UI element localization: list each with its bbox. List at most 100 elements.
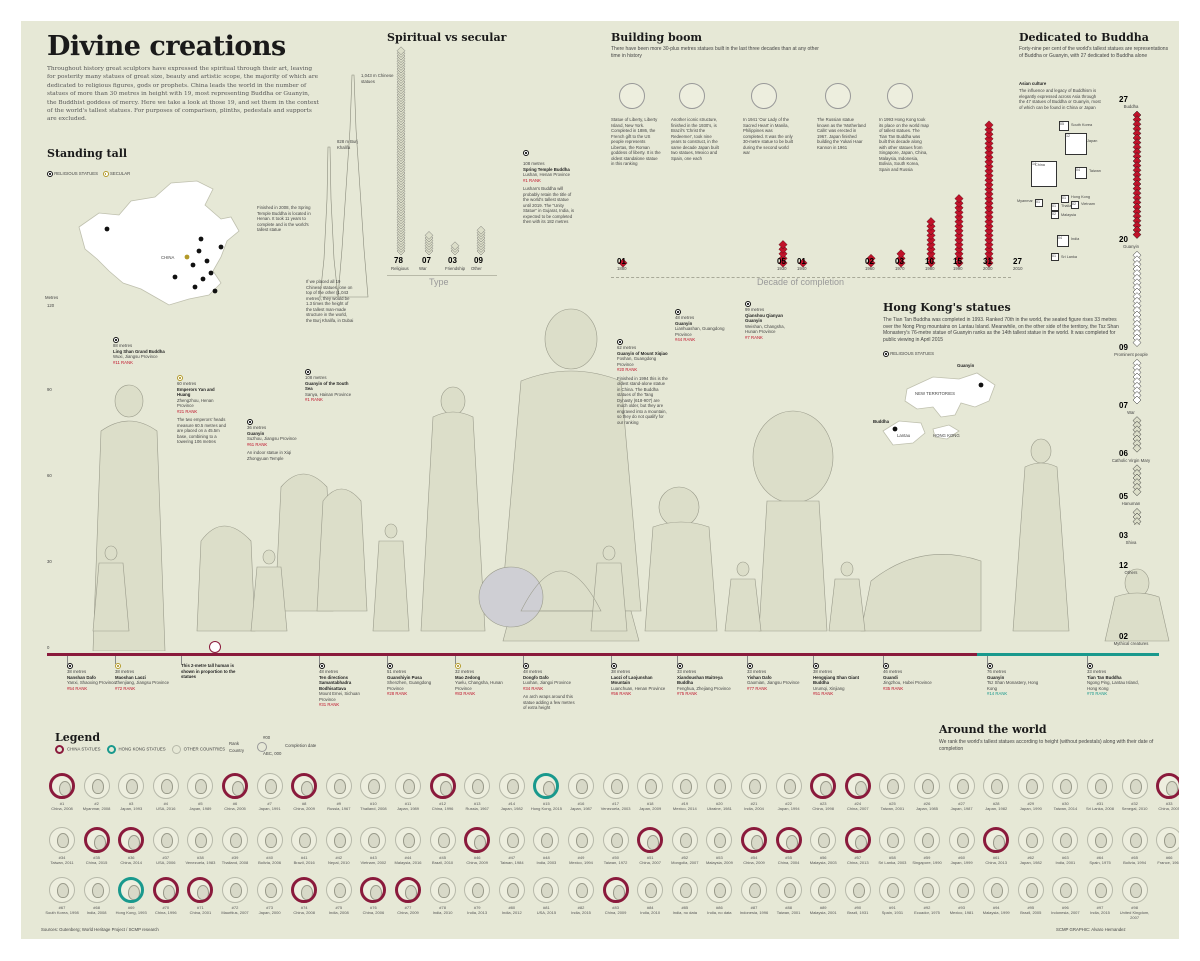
statue-face-icon (1025, 883, 1038, 898)
rank-country: Russia, 1967 (465, 806, 489, 811)
statue-face-icon (472, 883, 485, 898)
statue-portrait (256, 773, 283, 799)
statue-label: 38 metres Maoshan Laozi Zhenjiang, Jiangsu… (115, 663, 171, 691)
rank-country: China, 2007 (847, 806, 869, 811)
boom-diamond (866, 253, 876, 263)
rank-country: Myanmar, 2008 (82, 806, 111, 811)
statue-leader-line (987, 656, 988, 664)
statue-illustrations (92, 308, 1170, 651)
rank-country: Japan, 1989 (189, 806, 212, 811)
rank-country: Taiwan, 1972 (603, 860, 628, 865)
statue-portrait (429, 827, 456, 853)
statue-face-icon (506, 833, 519, 848)
country-square (1051, 211, 1059, 219)
rank-country: Japan, 1999 (950, 860, 973, 865)
statue-face-icon (333, 883, 346, 898)
boom-diamond (984, 184, 994, 194)
boom-diamond (954, 207, 964, 217)
statue-marker-icon (675, 309, 681, 315)
rank-country: China, 1996 (155, 910, 177, 915)
dedicated-count: 05 (1119, 492, 1128, 502)
boom-diamond (926, 244, 936, 254)
rank-number: #8 (301, 801, 307, 806)
dedicated-diamond (1132, 443, 1142, 453)
rank-number: #22 (785, 801, 792, 806)
statue-portrait (291, 827, 318, 853)
statue-name: Maoshan Laozi (115, 674, 146, 680)
dedicated-diamond (1133, 521, 1141, 525)
dedicated-bar-3 (1132, 416, 1142, 453)
statue-portrait (568, 877, 594, 903)
statue-place: Yanxi, Shaoxing Province (67, 680, 116, 685)
rank-country: Bolivia, 2006 (258, 860, 282, 865)
statue-marker-icon (113, 337, 119, 343)
statue-rank: #72 RANK (115, 685, 136, 691)
boom-bar-1970 (896, 249, 906, 268)
rank-country: Japan, 1989 (396, 806, 420, 811)
boom-diamond (984, 120, 994, 130)
rank-country: Malaysia, 1999 (982, 910, 1010, 915)
rank-number: #71 (197, 905, 204, 910)
rank-country: Malaysia, 2001 (809, 910, 837, 915)
statue-portrait (879, 877, 906, 903)
statue-portrait (533, 827, 560, 853)
hk-legend-swatch (106, 745, 116, 754)
statue-height: 51 metres (387, 669, 407, 674)
rank-number: #46 (473, 855, 481, 860)
statue-label: 32 metres Mao Zedong Yuelu, Changsha, Huna… (455, 663, 511, 697)
statue-name: Tian Tan Buddha (1087, 674, 1122, 680)
rank-number: #65 (1131, 855, 1138, 860)
rank-country: Japan, 2000 (258, 910, 281, 915)
statue-height: 99 metres (745, 307, 765, 312)
boom-diamond (984, 230, 994, 240)
boom-diamond (954, 221, 964, 231)
statue-rank: #14 RANK (987, 691, 1008, 696)
rank-country: China, 2001 (189, 910, 212, 915)
statue-face-icon (195, 779, 208, 794)
legend-row: CHINA STATUES HONG KONG STATUES OTHER CO… (55, 745, 225, 754)
country-name: Sri Lanka (1061, 255, 1078, 259)
statue-face-icon (1164, 833, 1177, 848)
rank-number: #18 (646, 801, 654, 806)
statue-face-icon (195, 833, 208, 848)
boom-count: 31 (983, 257, 992, 266)
rank-number: #2 (94, 801, 99, 806)
country-count: 01 (1062, 196, 1066, 200)
statue-portrait (706, 773, 733, 799)
statue-face-icon (541, 883, 554, 898)
rank-number: #89 (819, 905, 827, 910)
statue-portrait (464, 827, 491, 853)
country-square (1061, 195, 1069, 203)
dedicated-label: Others (1124, 570, 1138, 576)
rank-number: #23 (819, 801, 827, 806)
statue-portrait (187, 773, 214, 799)
statue-place: Jingzhou, Hubei Province (883, 680, 932, 685)
rank-number: #96 (1062, 905, 1069, 910)
statue-label: 33 metres Tian Tan Buddha Ngong Ping, Lant… (1087, 663, 1143, 697)
statue-height: 60 metres (177, 381, 197, 386)
rank-number: #13 (473, 801, 481, 806)
country-name: South Korea (1071, 123, 1093, 127)
rank-number: #38 (197, 855, 204, 860)
rank-number: #95 (1027, 905, 1035, 910)
statue-face-icon (543, 781, 556, 796)
rank-number: #25 (889, 801, 896, 806)
statue-face-icon (333, 779, 346, 794)
statue-portrait (118, 877, 145, 903)
statue-portrait (568, 827, 594, 853)
statue-portrait (879, 773, 906, 799)
statue-label: 108 metres Guanyin of the South Sea Sanya,… (305, 369, 357, 403)
statue-portrait (291, 773, 318, 799)
statue-name: Guanyin (987, 674, 1005, 680)
country-count: 01 (1052, 254, 1056, 258)
rank-number: #16 (577, 801, 585, 806)
rank-country: Taiwan, 2014 (1053, 806, 1078, 811)
statue-portrait (948, 773, 975, 799)
rank-country: India, 2008 (86, 910, 107, 915)
statue-leader-line (181, 656, 182, 664)
spiritual-label: Friendship (445, 266, 466, 271)
statue-leader-line (883, 656, 884, 664)
rank-number: #42 (335, 855, 343, 860)
rank-country: Malaysia, 2016 (394, 860, 422, 865)
statue-portrait (49, 877, 75, 903)
